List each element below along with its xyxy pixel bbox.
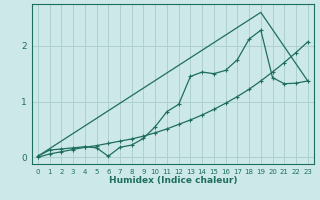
X-axis label: Humidex (Indice chaleur): Humidex (Indice chaleur) — [108, 176, 237, 185]
